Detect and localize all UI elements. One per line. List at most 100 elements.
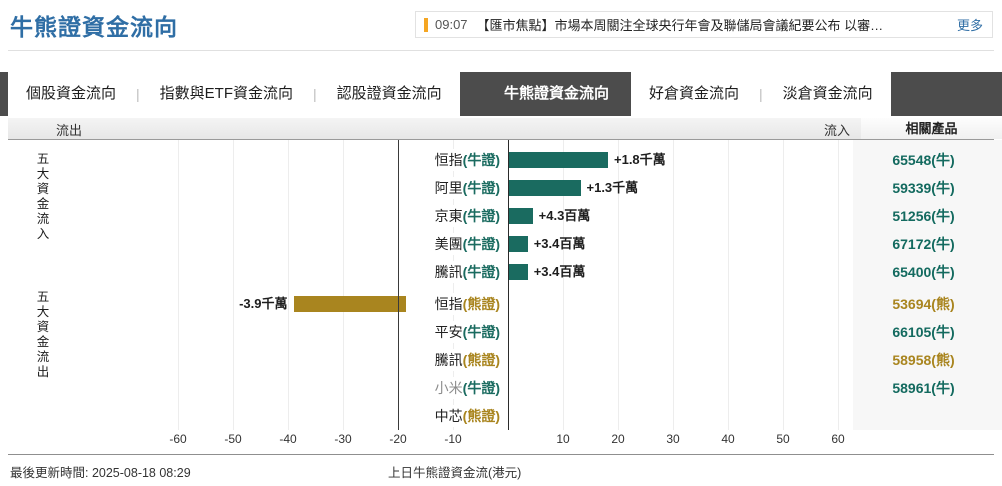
row-name-cell[interactable]: 騰訊(熊證) xyxy=(406,349,508,371)
x-axis-line xyxy=(8,454,994,455)
underlying-name: 小米 xyxy=(434,380,463,396)
bar-京東-牛證[interactable] xyxy=(509,208,533,224)
row-name-cell[interactable]: 騰訊(牛證) xyxy=(406,261,508,283)
chart-row[interactable]: +4.3百萬 京東(牛證) 51256(牛) xyxy=(8,202,994,230)
group-label-char: 入 xyxy=(36,227,50,241)
x-tick-label-40: 40 xyxy=(721,432,735,446)
chart-row[interactable]: +1.8千萬 恒指(牛證) 65548(牛) xyxy=(8,146,994,174)
group-label-char: 金 xyxy=(36,197,50,211)
bar-value-label: +1.8千萬 xyxy=(614,152,666,167)
zero-axis-line xyxy=(508,140,509,430)
underlying-name: 恒指 xyxy=(434,296,463,312)
chart-row[interactable]: -85.6萬中芯(熊證) xyxy=(8,402,994,430)
bar-value-label: -3.9千萬 xyxy=(239,296,288,311)
news-ticker[interactable]: 09:07 【匯市焦點】市場本周關注全球央行年會及聯儲局會議紀要公布 以審… 更… xyxy=(415,11,993,38)
fund-flow-chart: 五大資金流入 五大資金流出 +1.8千萬 恒指(牛證) 65548(牛) +1.3千萬… xyxy=(8,140,1002,430)
bar-騰訊-牛證[interactable] xyxy=(509,264,528,280)
header-products-label: 相關產品 xyxy=(861,118,1002,139)
group-label-top-inflows: 五大資金流入 xyxy=(34,152,52,242)
group-label-char: 出 xyxy=(36,365,50,379)
underlying-name: 騰訊 xyxy=(434,352,463,368)
bar-value-label: +3.4百萬 xyxy=(533,236,586,251)
gridline--60 xyxy=(178,140,179,430)
tab-group-left: 個股資金流向 | 指數與ETF資金流向 | 認股證資金流向 xyxy=(8,72,460,116)
group-label-char: 五 xyxy=(36,290,50,304)
bar-美團-牛證[interactable] xyxy=(509,236,528,252)
x-tick-label-20: 20 xyxy=(611,432,625,446)
related-product-code[interactable]: 65548(牛) xyxy=(892,152,955,168)
related-product-code[interactable]: 67172(牛) xyxy=(892,236,955,252)
x-tick-label--20: -20 xyxy=(389,432,407,446)
related-product-code[interactable]: 51256(牛) xyxy=(892,208,955,224)
x-tick-label--60: -60 xyxy=(169,432,187,446)
tab-stock-fund-flow[interactable]: 個股資金流向 xyxy=(26,85,117,102)
chart-row[interactable]: +3.4百萬 美團(牛證) 67172(牛) xyxy=(8,230,994,258)
group-label-char: 流 xyxy=(36,350,50,364)
chart-column-header: 流出 流入 相關產品 xyxy=(8,118,1002,140)
x-tick-label--10: -10 xyxy=(444,432,462,446)
ticker-headline[interactable]: 【匯市焦點】市場本周關注全球央行年會及聯儲局會議紀要公布 以審… xyxy=(476,18,884,33)
chart-row[interactable]: -1.8百萬平安(牛證)66105(牛) xyxy=(8,318,994,346)
gridline-10 xyxy=(563,140,564,430)
related-product-code[interactable]: 59339(牛) xyxy=(892,180,955,196)
group-label-char: 金 xyxy=(36,335,50,349)
bar-value-label: +4.3百萬 xyxy=(538,208,591,223)
related-product-code[interactable]: 66105(牛) xyxy=(892,324,955,340)
chart-caption: 上日牛熊證資金流(港元) xyxy=(388,466,522,480)
row-name-cell[interactable]: 中芯(熊證) xyxy=(406,405,508,427)
tab-bull-bear-fund-flow-active[interactable]: 牛熊證資金流向 xyxy=(482,72,632,116)
x-tick-label--40: -40 xyxy=(279,432,297,446)
tab-long-position-fund-flow[interactable]: 好倉資金流向 xyxy=(649,85,740,102)
certificate-kind: (牛證) xyxy=(462,380,500,396)
x-tick-label--30: -30 xyxy=(334,432,352,446)
page-header: 牛熊證資金流向 09:07 【匯市焦點】市場本周關注全球央行年會及聯儲局會議紀要… xyxy=(0,0,1002,58)
underlying-name: 中芯 xyxy=(434,408,463,424)
chart-row[interactable]: +3.4百萬 騰訊(牛證) 65400(牛) xyxy=(8,258,994,286)
ticker-time: 09:07 xyxy=(435,17,468,32)
related-product-code[interactable]: 65400(牛) xyxy=(892,264,955,280)
x-tick-label-10: 10 xyxy=(556,432,570,446)
tab-separator: | xyxy=(313,86,317,102)
related-product-code[interactable]: 58961(牛) xyxy=(892,380,955,396)
underlying-name: 平安 xyxy=(434,324,463,340)
row-name-cell[interactable]: 恒指(牛證) xyxy=(406,149,508,171)
related-product-code[interactable]: 58958(熊) xyxy=(892,352,955,368)
row-name-cell[interactable]: 京東(牛證) xyxy=(406,205,508,227)
tab-short-position-fund-flow[interactable]: 淡倉資金流向 xyxy=(782,85,873,102)
x-tick-label--50: -50 xyxy=(224,432,242,446)
row-name-cell[interactable]: 平安(牛證) xyxy=(406,321,508,343)
gridline--10 xyxy=(453,140,454,430)
tab-index-etf-fund-flow[interactable]: 指數與ETF資金流向 xyxy=(159,85,293,102)
certificate-kind: (熊證) xyxy=(462,352,500,368)
tab-warrant-fund-flow[interactable]: 認股證資金流向 xyxy=(336,85,442,102)
gridline--40 xyxy=(288,140,289,430)
last-updated-text: 最後更新時間: 2025-08-18 08:29 xyxy=(10,466,191,480)
certificate-kind: (牛證) xyxy=(462,264,500,280)
certificate-kind: (熊證) xyxy=(462,296,500,312)
related-product-code[interactable]: 53694(熊) xyxy=(892,296,955,312)
group-label-char: 資 xyxy=(36,182,50,196)
chart-row[interactable]: +1.3千萬 阿里(牛證) 59339(牛) xyxy=(8,174,994,202)
certificate-kind: (牛證) xyxy=(462,208,500,224)
group-label-char: 大 xyxy=(36,167,50,181)
gridline--30 xyxy=(343,140,344,430)
row-name-cell[interactable]: 阿里(牛證) xyxy=(406,177,508,199)
certificate-kind: (牛證) xyxy=(462,324,500,340)
page-footer: 最後更新時間: 2025-08-18 08:29 上日牛熊證資金流(港元) xyxy=(0,458,1002,486)
bar-恒指-牛證[interactable] xyxy=(509,152,608,168)
chart-row[interactable]: -96.2萬小米(牛證)58961(牛) xyxy=(8,374,994,402)
row-name-cell[interactable]: 美團(牛證) xyxy=(406,233,508,255)
certificate-kind: (牛證) xyxy=(462,180,500,196)
row-name-cell[interactable]: 小米(牛證) xyxy=(406,377,508,399)
x-tick-label-50: 50 xyxy=(776,432,790,446)
certificate-kind: (牛證) xyxy=(462,236,500,252)
bar-阿里-牛證[interactable] xyxy=(509,180,581,196)
group-label-char: 大 xyxy=(36,305,50,319)
page-title: 牛熊證資金流向 xyxy=(10,14,178,40)
chart-row[interactable]: -3.9千萬 恒指(熊證) 53694(熊) xyxy=(8,290,994,318)
x-tick-label-60: 60 xyxy=(831,432,845,446)
ticker-more-link[interactable]: 更多 xyxy=(956,18,983,33)
row-name-cell[interactable]: 恒指(熊證) xyxy=(406,293,508,315)
